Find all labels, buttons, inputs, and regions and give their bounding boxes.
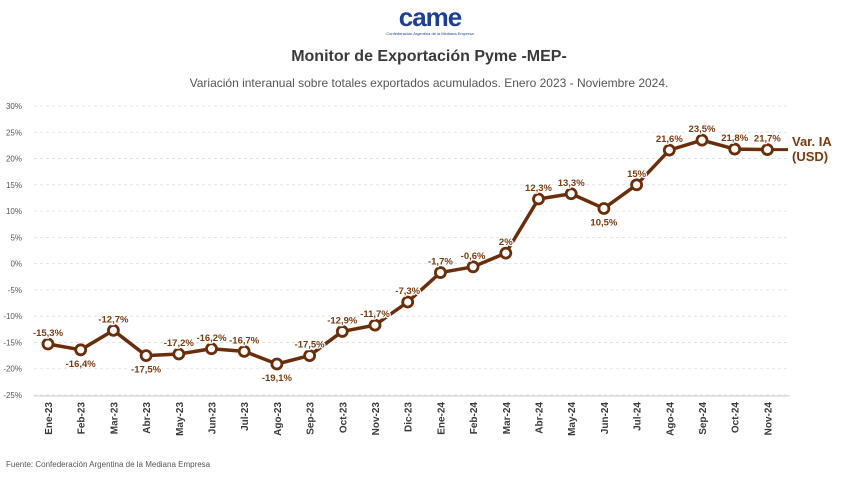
- data-label: -12,9%: [327, 315, 358, 326]
- x-tick-label: Ene-23: [44, 402, 55, 435]
- x-tick-label: Ago-24: [665, 402, 676, 436]
- data-point: [74, 343, 88, 357]
- x-tick-label: Jul-23: [240, 402, 251, 431]
- x-tick-label: Abr-23: [142, 402, 153, 434]
- data-label: 10,5%: [590, 217, 617, 228]
- data-point: [172, 347, 186, 361]
- logo-wordmark: came: [399, 2, 462, 32]
- y-tick-label: 30%: [6, 102, 22, 111]
- data-label: -11,7%: [360, 309, 390, 320]
- y-tick-label: 10%: [6, 207, 22, 216]
- y-tick-label: 0%: [10, 260, 22, 269]
- data-point: [433, 266, 447, 279]
- x-tick-label: Mar-24: [502, 402, 513, 435]
- x-tick-label: Oct-24: [731, 402, 742, 434]
- x-tick-label: Ago-23: [273, 402, 284, 436]
- y-tick-label: -20%: [3, 365, 22, 374]
- y-tick-label: -25%: [3, 391, 22, 400]
- came-logo: came Confederación Argentina de la Media…: [386, 2, 474, 36]
- data-point: [630, 178, 643, 192]
- data-label: -17,2%: [164, 338, 195, 349]
- x-tick-label: Jul-24: [633, 402, 644, 431]
- data-point: [532, 192, 545, 206]
- x-tick-label: Jun-24: [600, 402, 611, 435]
- y-tick-label: -5%: [8, 286, 22, 295]
- data-label: -19,1%: [262, 373, 293, 384]
- chart-subtitle: Variación interanual sobre totales expor…: [190, 76, 669, 90]
- data-point: [41, 337, 55, 351]
- data-label: 23,5%: [689, 124, 716, 135]
- data-point: [761, 143, 774, 157]
- data-point: [728, 142, 742, 156]
- y-tick-label: -15%: [3, 338, 22, 347]
- y-tick-label: 20%: [6, 155, 22, 164]
- y-axis: 30% 25% 20% 15% 10% 5% 0% -5% -10% -15% -20% -25%: [3, 102, 22, 400]
- y-tick-label: 15%: [6, 181, 22, 190]
- x-tick-label: Feb-24: [469, 402, 480, 435]
- x-tick-label: Feb-23: [77, 402, 88, 435]
- data-point: [303, 349, 317, 362]
- data-point: [564, 187, 578, 201]
- data-label: 15%: [627, 169, 647, 180]
- series-end-label: Var. IA(USD): [772, 134, 832, 164]
- data-label: -16,4%: [66, 359, 97, 370]
- data-label: 21,7%: [754, 134, 781, 145]
- data-label: 21,6%: [656, 134, 683, 145]
- data-label: -0,6%: [461, 251, 486, 262]
- data-label: -1,7%: [428, 257, 453, 268]
- y-tick-label: 5%: [10, 233, 22, 242]
- data-point: [695, 133, 709, 147]
- source-note: Fuente: Confederación Argentina de la Me…: [6, 460, 211, 469]
- gridlines: [34, 105, 790, 396]
- data-label: -15,3%: [33, 328, 64, 339]
- x-tick-label: Jun-23: [208, 402, 219, 435]
- chart-title: Monitor de Exportación Pyme -MEP-: [291, 48, 567, 65]
- data-label: 12,3%: [525, 183, 552, 194]
- data-label: 13,3%: [558, 178, 585, 189]
- x-tick-label: May-24: [567, 402, 578, 436]
- data-point: [368, 318, 382, 332]
- data-point: [139, 349, 153, 362]
- data-point: [401, 295, 415, 309]
- series-line: [47, 138, 768, 366]
- x-tick-label: Oct-23: [338, 402, 349, 434]
- data-label: -17,5%: [131, 365, 162, 376]
- series-var-ia: [41, 133, 774, 371]
- x-axis: Ene-23 Feb-23 Mar-23 Abr-23 May-23 Jun-23 Jul-…: [34, 395, 790, 436]
- data-label: -7,3%: [395, 286, 420, 297]
- x-tick-label: Sep-23: [306, 402, 317, 435]
- data-label: -12,7%: [98, 314, 129, 325]
- x-tick-label: Sep-24: [698, 402, 709, 435]
- data-label: -16,7%: [229, 335, 260, 346]
- x-tick-label: Abr-24: [535, 402, 546, 434]
- data-point: [662, 143, 676, 157]
- x-tick-label: Ene-24: [436, 402, 447, 435]
- data-label: -16,2%: [196, 333, 227, 344]
- data-point: [499, 246, 513, 260]
- data-point: [466, 260, 480, 274]
- y-tick-label: 25%: [6, 128, 22, 137]
- series-label-text: Var. IA: [792, 134, 832, 149]
- data-label: 2%: [499, 237, 513, 248]
- data-point: [237, 344, 251, 358]
- series-label-text: (USD): [792, 149, 828, 164]
- data-point: [270, 357, 284, 371]
- y-tick-label: -10%: [3, 312, 22, 321]
- data-point: [107, 323, 120, 337]
- data-point: [205, 342, 218, 356]
- data-point: [597, 202, 611, 215]
- x-tick-label: Dic-23: [404, 402, 415, 432]
- data-label: 21,8%: [721, 133, 748, 144]
- x-tick-label: Nov-24: [763, 402, 774, 436]
- x-tick-label: Mar-23: [109, 402, 120, 435]
- data-point: [335, 325, 349, 338]
- logo-tagline: Confederación Argentina de la Mediana Em…: [386, 31, 474, 36]
- x-tick-label: May-23: [175, 402, 186, 436]
- data-labels: -15,3% -16,4% -12,7% -17,5% -17,2% -16,2% -16,…: [32, 123, 783, 385]
- x-tick-label: Nov-23: [371, 402, 382, 436]
- data-label: -17,5%: [295, 340, 326, 351]
